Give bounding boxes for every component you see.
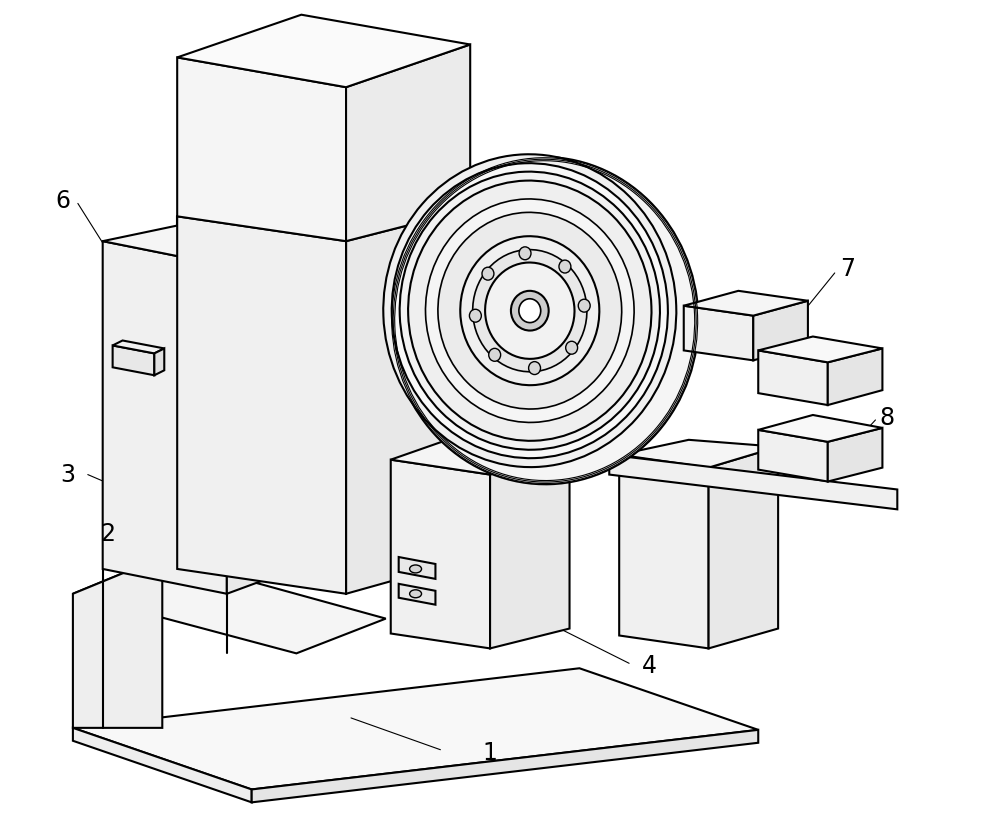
Polygon shape [227,233,321,594]
Polygon shape [758,337,882,362]
Polygon shape [154,348,164,375]
Ellipse shape [519,299,541,323]
Polygon shape [177,58,346,241]
Ellipse shape [408,181,651,441]
Polygon shape [758,415,882,442]
Polygon shape [252,730,758,803]
Ellipse shape [410,565,422,573]
Text: 6: 6 [55,190,70,214]
Polygon shape [399,584,435,605]
Ellipse shape [482,267,494,280]
Ellipse shape [566,342,578,354]
Ellipse shape [383,154,676,467]
Text: 8: 8 [880,406,895,430]
Text: 1: 1 [483,741,498,765]
Ellipse shape [392,163,668,458]
Polygon shape [684,291,808,316]
Polygon shape [399,557,435,579]
Text: 4: 4 [641,654,656,678]
Polygon shape [828,428,882,482]
Polygon shape [684,306,753,361]
Polygon shape [609,455,897,509]
Polygon shape [113,341,164,353]
Ellipse shape [410,590,422,598]
Ellipse shape [469,309,481,323]
Ellipse shape [578,299,590,312]
Polygon shape [73,557,162,728]
Ellipse shape [460,236,599,385]
Ellipse shape [519,247,531,260]
Polygon shape [103,241,227,594]
Ellipse shape [425,199,634,422]
Polygon shape [619,455,709,648]
Ellipse shape [529,361,541,375]
Polygon shape [758,351,828,405]
Polygon shape [73,728,252,803]
Ellipse shape [489,348,501,361]
Ellipse shape [559,260,571,273]
Ellipse shape [400,172,660,450]
Polygon shape [103,219,321,266]
Text: 2: 2 [100,522,115,546]
Polygon shape [619,440,778,468]
Polygon shape [346,210,470,594]
Polygon shape [177,216,346,594]
Ellipse shape [511,291,549,331]
Ellipse shape [473,250,587,372]
Polygon shape [490,447,570,648]
Ellipse shape [438,212,622,409]
Text: 5: 5 [302,45,317,69]
Polygon shape [113,346,154,375]
Ellipse shape [391,157,699,484]
Polygon shape [709,447,778,648]
Polygon shape [73,668,758,790]
Polygon shape [758,430,828,482]
Polygon shape [346,45,470,241]
Polygon shape [391,431,570,474]
Ellipse shape [485,262,574,359]
Polygon shape [73,557,386,653]
Text: 7: 7 [840,257,855,281]
Text: 3: 3 [60,463,75,487]
Polygon shape [828,348,882,405]
Polygon shape [753,301,808,361]
Polygon shape [177,15,470,87]
Polygon shape [391,460,490,648]
